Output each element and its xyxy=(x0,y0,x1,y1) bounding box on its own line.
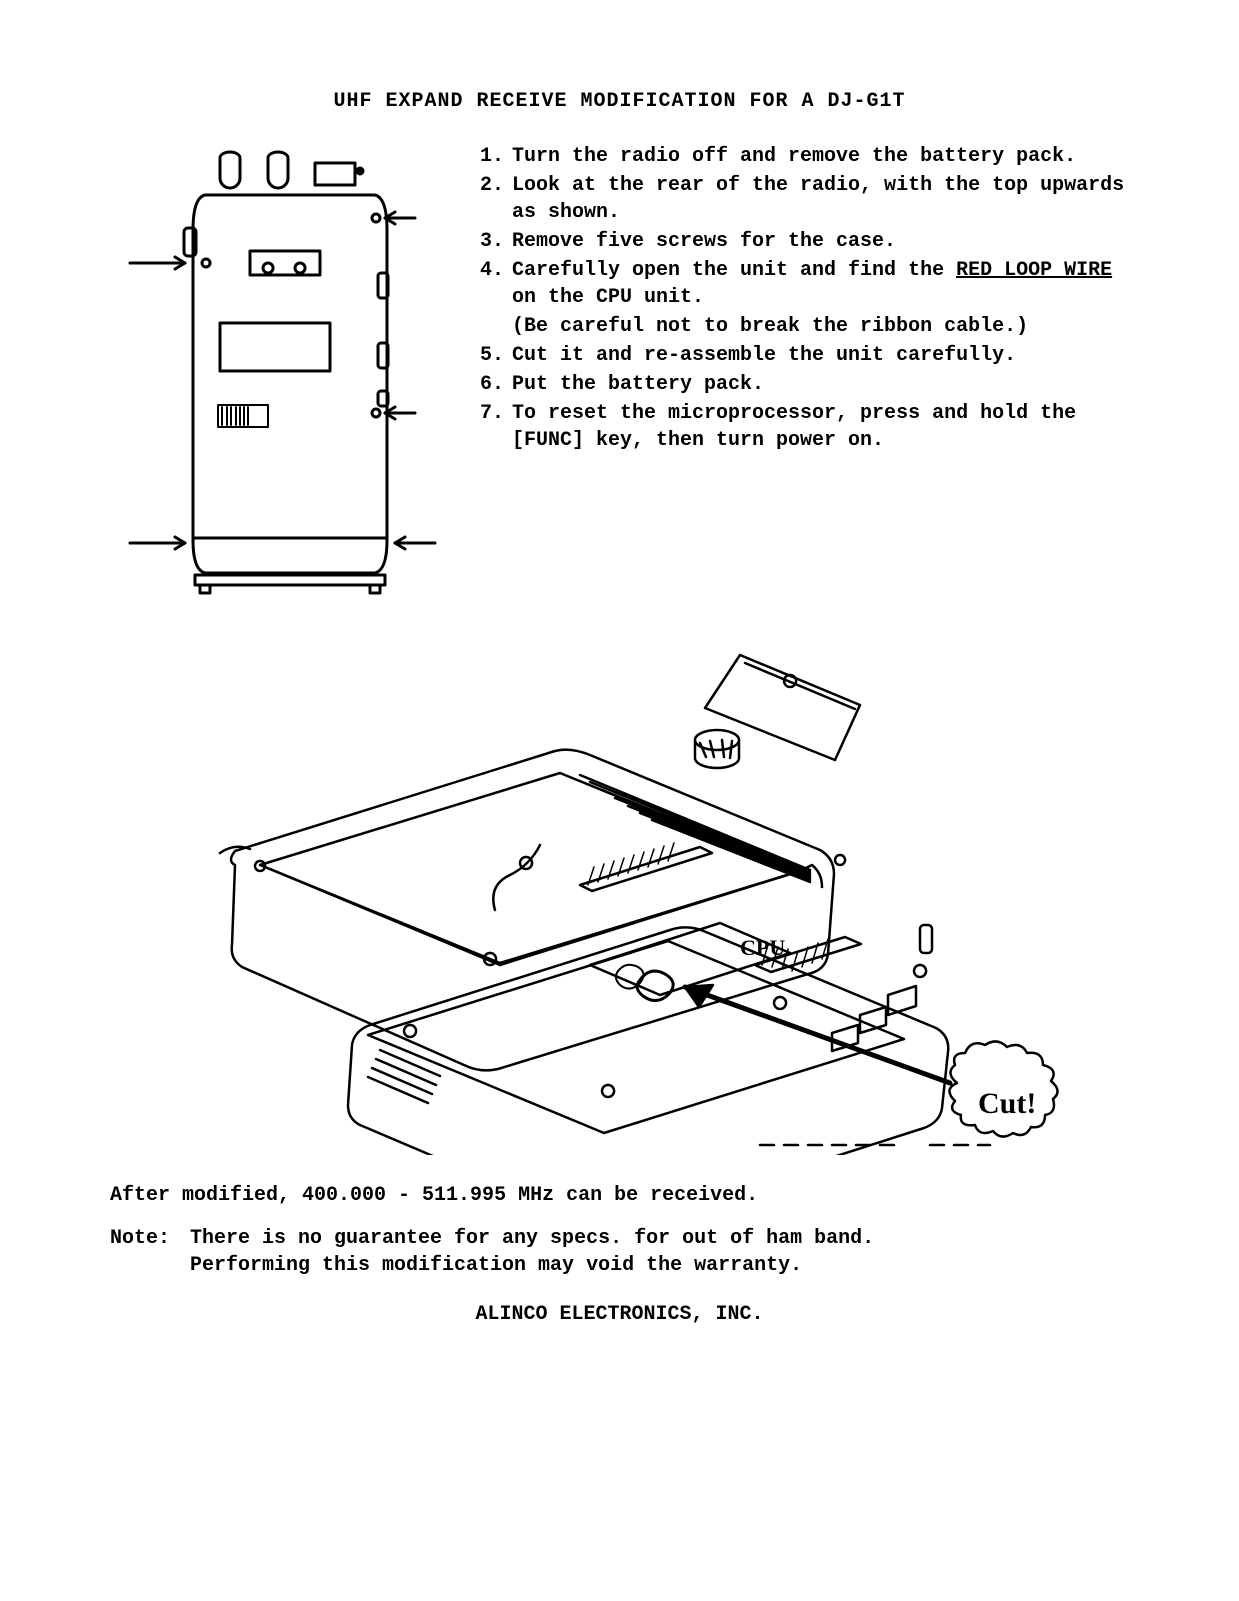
red-loop-wire-label: RED LOOP WIRE xyxy=(956,259,1112,282)
step-text: Cut it and re-assemble the unit carefull… xyxy=(512,342,1129,369)
step-number: 2. xyxy=(480,172,512,226)
document-page: UHF EXPAND RECEIVE MODIFICATION FOR A DJ… xyxy=(0,0,1239,1601)
radio-rear-diagram xyxy=(110,143,440,630)
step-subtext: (Be careful not to break the ribbon cabl… xyxy=(512,313,1129,340)
cut-label: Cut! xyxy=(978,1087,1036,1120)
step-2: 2.Look at the rear of the radio, with th… xyxy=(480,172,1129,226)
step-5: 5.Cut it and re-assemble the unit carefu… xyxy=(480,342,1129,369)
instruction-steps: 1.Turn the radio off and remove the batt… xyxy=(480,143,1129,456)
step-number: 1. xyxy=(480,143,512,170)
step-text: Remove five screws for the case. xyxy=(512,228,1129,255)
step-text: Put the battery pack. xyxy=(512,371,1129,398)
note-text: There is no guarantee for any specs. for… xyxy=(190,1225,874,1279)
footer-company: ALINCO ELECTRONICS, INC. xyxy=(110,1303,1129,1326)
step-number: 3. xyxy=(480,228,512,255)
step-text: Turn the radio off and remove the batter… xyxy=(512,143,1129,170)
step-number: 6. xyxy=(480,371,512,398)
page-title: UHF EXPAND RECEIVE MODIFICATION FOR A DJ… xyxy=(110,90,1129,113)
step-3: 3.Remove five screws for the case. xyxy=(480,228,1129,255)
step-number: 4. xyxy=(480,257,512,311)
exploded-view-diagram: CPU xyxy=(110,635,1129,1162)
step-text: Look at the rear of the radio, with the … xyxy=(512,172,1129,226)
step-7: 7.To reset the microprocessor, press and… xyxy=(480,400,1129,454)
note-label: Note: xyxy=(110,1225,190,1279)
step-6: 6.Put the battery pack. xyxy=(480,371,1129,398)
step-1: 1.Turn the radio off and remove the batt… xyxy=(480,143,1129,170)
after-modified-text: After modified, 400.000 - 511.995 MHz ca… xyxy=(110,1184,1129,1207)
step-text: Carefully open the unit and find the RED… xyxy=(512,257,1129,311)
note-section: Note: There is no guarantee for any spec… xyxy=(110,1225,1129,1279)
step-text: To reset the microprocessor, press and h… xyxy=(512,400,1129,454)
step-number: 7. xyxy=(480,400,512,454)
top-section: 1.Turn the radio off and remove the batt… xyxy=(110,143,1129,630)
step-4: 4.Carefully open the unit and find the R… xyxy=(480,257,1129,311)
step-4-sub: (Be careful not to break the ribbon cabl… xyxy=(480,313,1129,340)
step-number: 5. xyxy=(480,342,512,369)
